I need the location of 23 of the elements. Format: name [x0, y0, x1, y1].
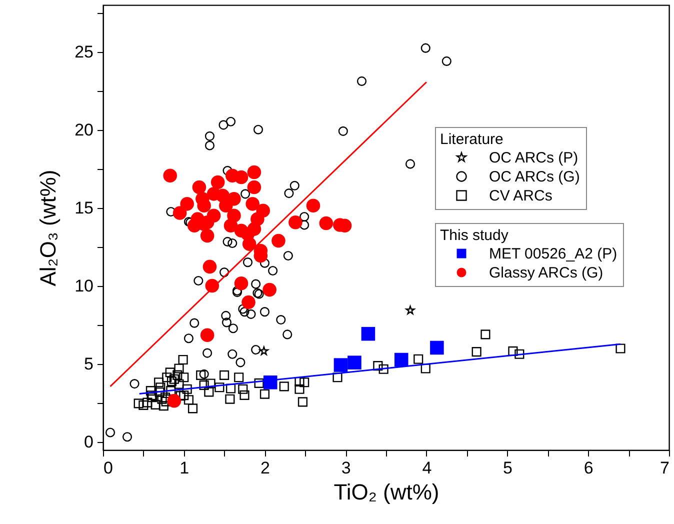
- y-axis-title: Al₂O₃ (wt%): [36, 170, 61, 286]
- x-tick-label: 0: [104, 458, 113, 478]
- x-tick-label: 2: [260, 458, 270, 478]
- legend-label: Glassy ARCs (G): [489, 264, 604, 282]
- legend-label: CV ARCs: [489, 188, 552, 204]
- text: This study: [440, 227, 508, 244]
- y-tick-label: 5: [84, 354, 94, 374]
- x-tick-label: 6: [584, 458, 594, 478]
- y-tick-label: 0: [84, 432, 94, 452]
- y-tick-label: 10: [74, 276, 94, 296]
- y-tick-label: 15: [74, 198, 94, 218]
- x-tick-label: 1: [180, 458, 190, 478]
- y-tick-label: 25: [74, 42, 94, 62]
- x-tick-label: 5: [503, 458, 513, 478]
- x-tick-label: 4: [422, 458, 432, 478]
- x-tick-label: 3: [341, 458, 351, 478]
- y-tick-label: 20: [74, 120, 94, 140]
- legend-label: MET 00526_A2 (P): [489, 246, 618, 262]
- legend-label: OC ARCs (P): [489, 150, 578, 166]
- text: Literature: [440, 131, 504, 148]
- legend-label: OC ARCs (G): [489, 168, 580, 186]
- x-axis-title: TiO₂ (wt%): [334, 480, 440, 504]
- x-tick-label: 7: [660, 458, 670, 478]
